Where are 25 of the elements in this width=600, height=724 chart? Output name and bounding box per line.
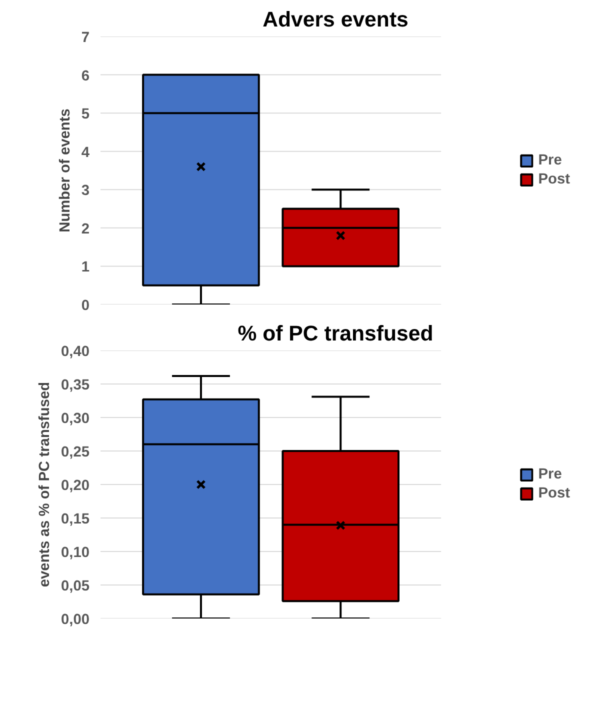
y-tick-label: 0: [81, 298, 90, 314]
y-tick-label: 0,05: [60, 578, 90, 594]
y-axis-title: events as % of PC transfused: [36, 382, 53, 588]
y-tick-label: 0,40: [60, 344, 90, 360]
y-tick-label: 0,00: [60, 612, 90, 628]
y-tick-label: 4: [81, 144, 90, 161]
legend-label: Post: [538, 172, 570, 188]
y-axis-title: Number of events: [57, 108, 74, 232]
legend-label: Pre: [538, 466, 562, 482]
legend-label: Post: [538, 486, 570, 502]
y-tick-label: 2: [81, 221, 90, 238]
y-tick-label: 3: [81, 183, 90, 200]
y-tick-label: 0,20: [60, 478, 90, 494]
y-tick-label: 0,15: [60, 512, 90, 528]
y-tick-label: 7: [81, 30, 90, 46]
chart-title: Advers events: [262, 8, 408, 32]
y-tick-label: 0,35: [60, 378, 90, 394]
chart-title: % of PC transfused: [238, 322, 434, 346]
y-tick-label: 1: [81, 260, 90, 276]
legend-label: Pre: [538, 152, 562, 168]
y-tick-label: 0,30: [60, 411, 90, 427]
y-tick-label: 0,25: [60, 444, 90, 460]
y-tick-label: 6: [81, 68, 90, 84]
y-tick-label: 5: [81, 106, 90, 123]
y-tick-label: 0,10: [60, 545, 90, 561]
